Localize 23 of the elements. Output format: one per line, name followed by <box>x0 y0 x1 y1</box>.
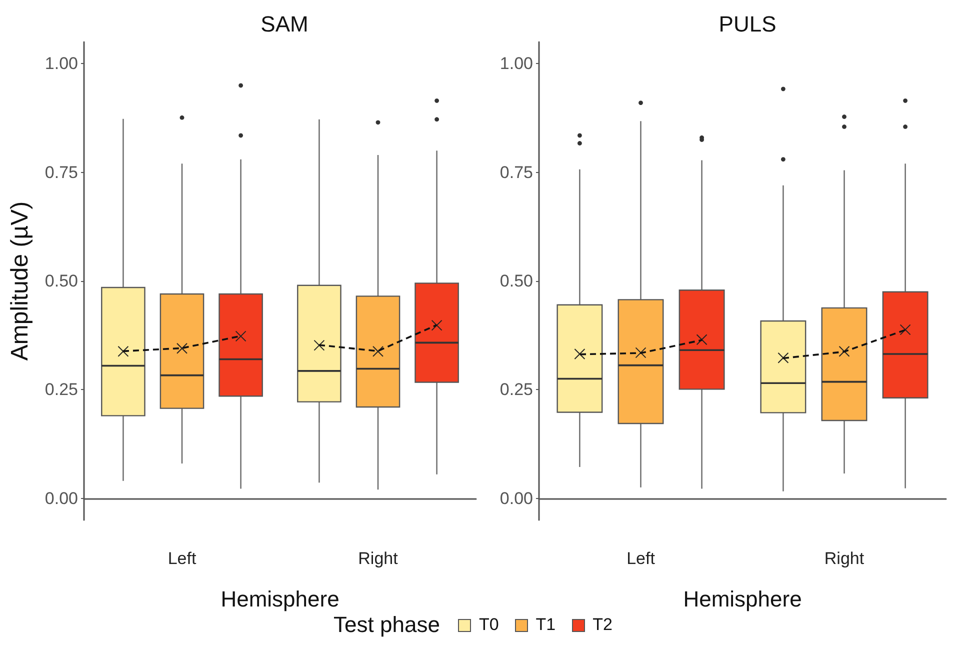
legend-label: T0 <box>478 615 499 635</box>
y-tick-label: 0.25 <box>500 380 533 400</box>
y-tick-label: 0.00 <box>500 488 533 508</box>
y-tick-label: 1.00 <box>44 54 78 74</box>
legend-title: Test phase <box>334 612 440 638</box>
chart-title: PULS <box>718 12 776 36</box>
chart-title: SAM <box>260 12 308 36</box>
x-tick-label: Right <box>358 549 398 568</box>
y-tick-label: 0.50 <box>44 272 78 290</box>
x-axis-title: Hemisphere <box>220 586 340 612</box>
x-tick-label: Right <box>824 549 864 568</box>
x-axis-title: Hemisphere <box>683 586 802 612</box>
x-tick-label: Left <box>168 549 196 568</box>
legend-label: T2 <box>592 615 612 635</box>
y-tick-label: 0.25 <box>44 380 78 400</box>
legend-label: T1 <box>536 615 556 635</box>
x-tick-label: Left <box>626 549 656 568</box>
y-axis-title: Amplitude (µV) <box>6 201 34 361</box>
y-tick-label: 0.75 <box>500 162 533 182</box>
y-tick-label: 0.00 <box>44 488 78 508</box>
y-tick-label: 1.00 <box>500 54 533 74</box>
y-tick-label: 0.75 <box>44 162 78 182</box>
y-tick-label: 0.50 <box>500 272 533 290</box>
